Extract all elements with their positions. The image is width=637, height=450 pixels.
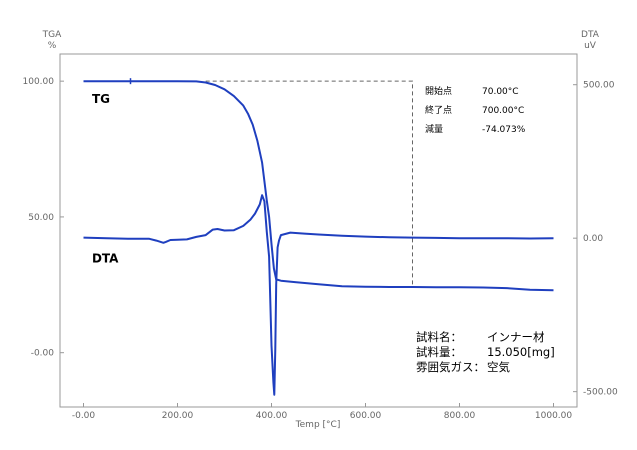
- sample-info-label: 試料量：: [416, 345, 462, 359]
- annotation-value: -74.073%: [482, 125, 526, 135]
- right-tick-label: 0.00: [583, 234, 603, 244]
- sample-info-value: 15.050[mg]: [487, 345, 555, 359]
- right-tick-label: -500.00: [583, 388, 618, 398]
- left-tick-label: 50.00: [28, 213, 54, 223]
- sample-info-value: 空気: [487, 360, 510, 374]
- annotation-value: 70.00°C: [482, 87, 519, 97]
- right-tick-label: 500.00: [583, 81, 615, 91]
- annotation-label: 開始点: [425, 85, 452, 97]
- left-tick-label: 100.00: [23, 77, 55, 87]
- guide-layer: [205, 80, 413, 287]
- left-axis-title-line2: %: [48, 41, 57, 51]
- x-tick-label: 200.00: [162, 411, 194, 421]
- x-tick-label: 800.00: [444, 411, 476, 421]
- annotation-value: 700.00°C: [482, 106, 524, 116]
- onset-annotation-table: 開始点 70.00°C 終了点 700.00°C 減量 -74.073%: [425, 85, 526, 135]
- ticks-layer: -0.00 200.00 400.00 600.00 800.00 1000.00 100.…: [23, 77, 619, 421]
- left-tick-label: -0.00: [31, 349, 55, 359]
- series-label-dta: DTA: [92, 252, 119, 266]
- right-axis-title-line1: DTA: [581, 30, 600, 40]
- dashed-guide-line: [205, 80, 413, 287]
- x-tick-label: 600.00: [350, 411, 382, 421]
- left-axis-title-line1: TGA: [42, 30, 62, 40]
- x-tick-label: 1000.00: [535, 411, 572, 421]
- x-tick-label: 400.00: [256, 411, 288, 421]
- annotation-label: 終了点: [425, 104, 452, 116]
- sample-info-label: 試料名：: [416, 330, 462, 344]
- series-label-tg: TG: [92, 92, 110, 106]
- annotation-label: 減量: [425, 123, 443, 135]
- series-layer: [83, 78, 554, 396]
- x-tick-label: -0.00: [72, 411, 96, 421]
- x-axis-title: Temp [°C]: [295, 420, 341, 430]
- plot-frame: [59, 53, 578, 408]
- sample-info-label: 雰囲気ガス：: [416, 360, 485, 374]
- right-axis-title-line2: uV: [584, 41, 597, 51]
- series-labels-layer: TG DTA: [92, 92, 119, 266]
- sample-info-value: インナー材: [487, 330, 545, 344]
- dta-series-line: [83, 194, 554, 396]
- tg-series-line: [83, 80, 554, 292]
